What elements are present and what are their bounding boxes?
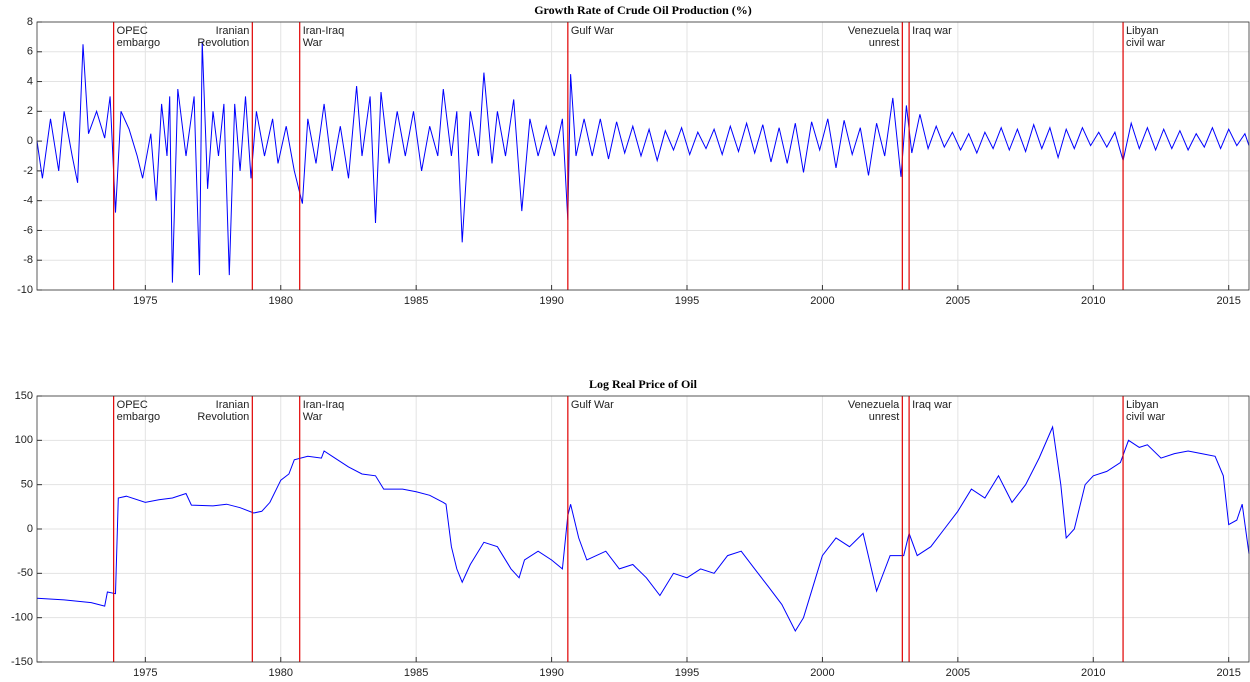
axes-box xyxy=(36,395,1250,663)
event-label: Iraq war xyxy=(912,25,952,37)
event-label: embargo xyxy=(117,411,160,423)
event-label: Libyan xyxy=(1126,399,1158,411)
y-tick-label: 50 xyxy=(21,479,33,491)
event-label: embargo xyxy=(117,37,160,49)
x-tick-label: 1980 xyxy=(269,667,293,679)
event-label: unrest xyxy=(869,411,900,423)
event-label: Gulf War xyxy=(571,399,614,411)
axes-box xyxy=(36,21,1250,291)
x-tick-label: 2010 xyxy=(1081,295,1105,307)
event-label: Gulf War xyxy=(571,25,614,37)
x-tick-label: 1990 xyxy=(539,667,563,679)
x-tick-label: 1985 xyxy=(404,295,428,307)
event-label: Revolution xyxy=(197,37,249,49)
x-tick-label: 2005 xyxy=(946,295,970,307)
y-tick-label: 150 xyxy=(15,390,33,402)
x-tick-label: 1980 xyxy=(269,295,293,307)
y-tick-label: -100 xyxy=(11,612,33,624)
y-tick-label: -150 xyxy=(11,656,33,668)
event-label: civil war xyxy=(1126,37,1165,49)
chart-title: Log Real Price of Oil xyxy=(589,377,698,391)
event-label: Libyan xyxy=(1126,25,1158,37)
y-tick-label: 0 xyxy=(27,523,33,535)
event-label: unrest xyxy=(869,37,900,49)
x-tick-label: 2015 xyxy=(1216,295,1240,307)
x-tick-label: 1995 xyxy=(675,295,699,307)
event-label: Revolution xyxy=(197,411,249,423)
event-label: OPEC xyxy=(117,25,148,37)
event-label: War xyxy=(303,37,323,49)
event-label: Iranian xyxy=(216,399,250,411)
event-label: Iran-Iraq xyxy=(303,25,345,37)
data-line xyxy=(36,41,1250,283)
y-tick-label: -6 xyxy=(23,224,33,236)
event-label: Iraq war xyxy=(912,399,952,411)
x-tick-label: 2010 xyxy=(1081,667,1105,679)
x-tick-label: 1975 xyxy=(133,667,157,679)
y-tick-label: -10 xyxy=(17,284,33,296)
event-label: OPEC xyxy=(117,399,148,411)
event-label: Iranian xyxy=(216,25,250,37)
x-tick-label: 1995 xyxy=(675,667,699,679)
event-label: Venezuela xyxy=(848,399,900,411)
event-label: civil war xyxy=(1126,411,1165,423)
x-tick-label: 1990 xyxy=(539,295,563,307)
x-tick-label: 2000 xyxy=(810,667,834,679)
y-tick-label: -2 xyxy=(23,165,33,177)
x-tick-label: 1975 xyxy=(133,295,157,307)
chart-title: Growth Rate of Crude Oil Production (%) xyxy=(534,3,752,17)
y-tick-label: 2 xyxy=(27,105,33,117)
y-tick-label: 0 xyxy=(27,135,33,147)
data-line xyxy=(36,425,1250,633)
y-tick-label: -4 xyxy=(23,195,33,207)
event-label: Iran-Iraq xyxy=(303,399,345,411)
event-label: War xyxy=(303,411,323,423)
x-tick-label: 1985 xyxy=(404,667,428,679)
x-tick-label: 2015 xyxy=(1216,667,1240,679)
y-tick-label: -8 xyxy=(23,254,33,266)
x-tick-label: 2000 xyxy=(810,295,834,307)
y-tick-label: 6 xyxy=(27,46,33,58)
y-tick-label: 100 xyxy=(15,434,33,446)
y-tick-label: 4 xyxy=(27,75,33,87)
y-tick-label: -50 xyxy=(17,567,33,579)
x-tick-label: 2005 xyxy=(946,667,970,679)
y-tick-label: 8 xyxy=(27,16,33,28)
event-label: Venezuela xyxy=(848,25,900,37)
